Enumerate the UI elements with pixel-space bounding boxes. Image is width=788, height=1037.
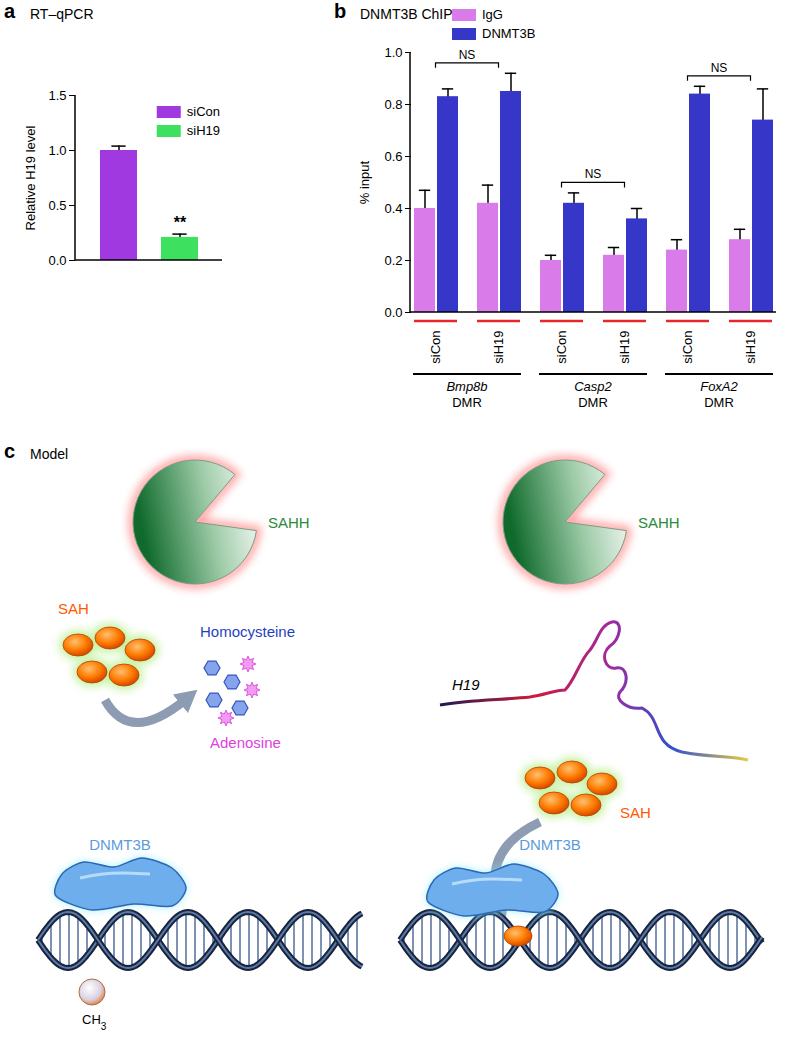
svg-text:Relative H19 level: Relative H19 level [23, 126, 38, 231]
html-text:c: c [4, 440, 16, 462]
svg-text:0.2: 0.2 [384, 253, 402, 268]
svg-text:SAH: SAH [58, 600, 89, 617]
svg-text:NS: NS [585, 167, 602, 181]
svg-text:0.0: 0.0 [48, 253, 66, 268]
html-text:RT–qPCR: RT–qPCR [30, 6, 94, 22]
svg-text:siCon: siCon [680, 331, 695, 364]
html-text:a: a [4, 0, 16, 22]
svg-text:DNMT3B: DNMT3B [519, 836, 581, 853]
svg-text:0.6: 0.6 [384, 149, 402, 164]
svg-text:0.5: 0.5 [48, 198, 66, 213]
svg-text:DMR: DMR [452, 395, 482, 410]
svg-text:% input: % input [357, 160, 372, 204]
html-text:Model: Model [30, 446, 69, 462]
svg-text:DNMT3B: DNMT3B [89, 836, 151, 853]
html-text:siH19: siH19 [186, 123, 220, 138]
svg-text:1.0: 1.0 [384, 45, 402, 60]
html-text:b: b [334, 0, 347, 22]
svg-text:NS: NS [711, 61, 728, 75]
svg-text:siCon: siCon [428, 331, 443, 364]
svg-text:siH19: siH19 [617, 331, 632, 364]
svg-text:SAHH: SAHH [268, 514, 310, 531]
svg-text:DMR: DMR [578, 395, 608, 410]
svg-text:1.5: 1.5 [48, 88, 66, 103]
svg-text:NS: NS [459, 48, 476, 62]
svg-text:0.4: 0.4 [384, 201, 402, 216]
svg-text:SAH: SAH [620, 804, 651, 821]
html-text:siCon: siCon [186, 104, 220, 119]
svg-text:H19: H19 [452, 676, 480, 693]
svg-text:0.8: 0.8 [384, 97, 402, 112]
html-text:DNMT3B ChIP: DNMT3B ChIP [360, 6, 453, 22]
html-text:IgG: IgG [482, 7, 503, 22]
svg-text:siH19: siH19 [743, 331, 758, 364]
svg-text:Casp2: Casp2 [574, 379, 612, 394]
svg-text:Bmp8b: Bmp8b [446, 379, 487, 394]
html-text:DNMT3B: DNMT3B [482, 26, 536, 41]
svg-text:1.0: 1.0 [48, 143, 66, 158]
svg-text:0.0: 0.0 [384, 305, 402, 320]
svg-text:**: ** [174, 214, 187, 231]
svg-text:siCon: siCon [554, 331, 569, 364]
svg-text:Homocysteine: Homocysteine [200, 623, 295, 640]
svg-text:CH3: CH3 [82, 1012, 107, 1032]
svg-text:Adenosine: Adenosine [210, 734, 281, 751]
svg-text:SAHH: SAHH [638, 514, 680, 531]
svg-text:FoxA2: FoxA2 [700, 379, 738, 394]
svg-text:siH19: siH19 [491, 331, 506, 364]
svg-text:DMR: DMR [704, 395, 734, 410]
